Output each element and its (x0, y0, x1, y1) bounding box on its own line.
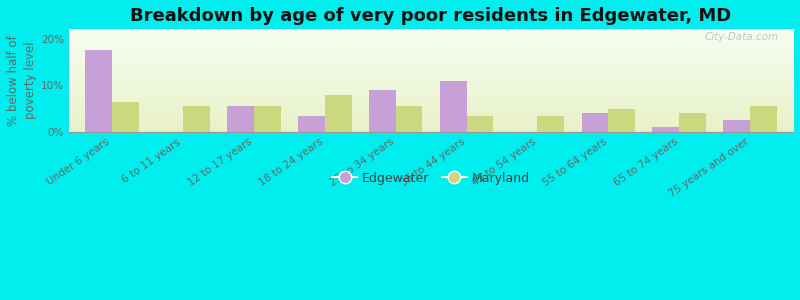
Bar (653, 128, 679, 132)
Bar (439, 81, 466, 132)
Bar (395, 106, 422, 132)
Bar (369, 90, 395, 132)
Bar (538, 116, 565, 132)
Bar (254, 106, 281, 132)
Legend: Edgewater, Maryland: Edgewater, Maryland (327, 167, 535, 190)
Bar (111, 102, 138, 132)
Bar (582, 113, 609, 132)
Y-axis label: % below half of
poverty level: % below half of poverty level (7, 35, 37, 126)
Bar (226, 106, 254, 132)
Bar (298, 116, 325, 132)
Bar (182, 106, 210, 132)
Text: City-Data.com: City-Data.com (705, 32, 778, 42)
Title: Breakdown by age of very poor residents in Edgewater, MD: Breakdown by age of very poor residents … (130, 7, 732, 25)
Bar (723, 120, 750, 132)
Bar (679, 113, 706, 132)
Bar (609, 109, 635, 132)
Bar (750, 106, 778, 132)
Bar (325, 95, 351, 132)
Bar (466, 116, 494, 132)
Bar (85, 50, 111, 132)
